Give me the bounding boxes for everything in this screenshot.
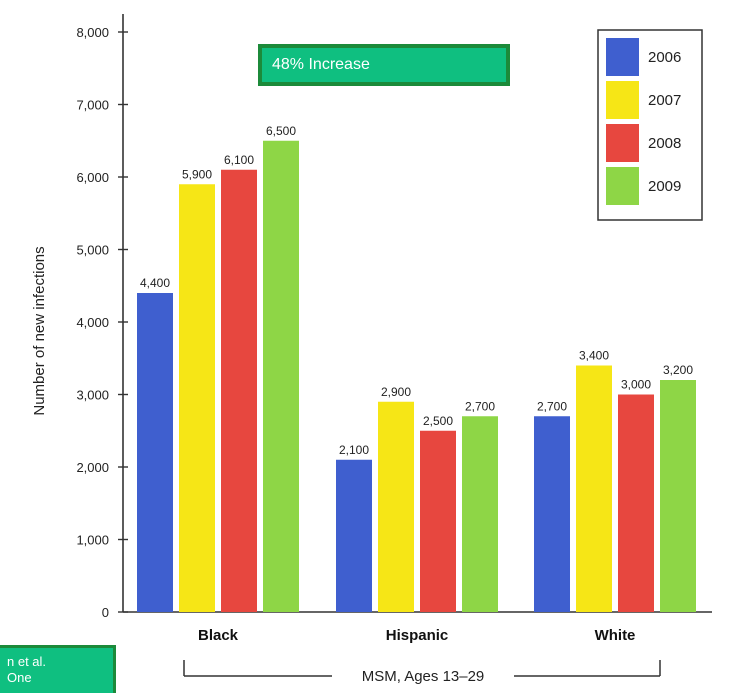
legend-label-2006: 2006 (648, 49, 681, 66)
y-tick-label: 1,000 (76, 533, 109, 548)
bar-white-2008 (618, 394, 654, 612)
x-category-label: White (595, 627, 636, 644)
bar-value-label: 3,400 (579, 349, 609, 363)
bar-black-2009 (263, 140, 299, 612)
bar-series (137, 140, 696, 612)
y-tick-label: 3,000 (76, 388, 109, 403)
bar-value-label: 2,700 (465, 399, 495, 413)
citation-annotation: n et al. One (0, 645, 116, 693)
bar-hispanic-2007 (378, 401, 414, 612)
y-tick-label: 5,000 (76, 243, 109, 258)
bar-value-label: 2,900 (381, 385, 411, 399)
bar-value-label: 6,500 (266, 124, 296, 138)
legend-label-2007: 2007 (648, 92, 681, 109)
increase-annotation-text: 48% Increase (272, 56, 370, 73)
y-tick-label: 4,000 (76, 315, 109, 330)
bar-white-2009 (660, 380, 696, 612)
y-tick-label: 7,000 (76, 98, 109, 113)
y-tick-label: 2,000 (76, 460, 109, 475)
y-tick-label: 8,000 (76, 25, 109, 40)
legend-swatch-2007 (606, 81, 639, 119)
bar-value-label: 2,700 (537, 399, 567, 413)
chart-axes: 0 1,000 2,000 3,000 4,000 5,000 6,000 7,000 8,00… (31, 14, 712, 644)
bar-hispanic-2009 (462, 416, 498, 612)
y-axis-title: Number of new infections (31, 246, 48, 415)
bar-value-label: 5,900 (182, 167, 212, 181)
citation-line-2: One (7, 670, 32, 685)
chart-legend: 2006 2007 2008 2009 (597, 29, 703, 221)
group-bracket: MSM, Ages 13–29 (183, 660, 661, 685)
bar-value-label: 4,400 (140, 276, 170, 290)
bar-value-label: 2,500 (423, 414, 453, 428)
bar-value-label: 6,100 (224, 153, 254, 167)
bar-white-2007 (576, 365, 612, 612)
y-tick-label: 6,000 (76, 170, 109, 185)
bar-hispanic-2008 (420, 430, 456, 612)
legend-label-2009: 2009 (648, 178, 681, 195)
bar-data-labels: 4,400 5,900 6,100 6,500 2,100 2,900 2,500 2,700… (140, 124, 693, 457)
increase-annotation: 48% Increase (258, 44, 510, 86)
bar-value-label: 3,000 (621, 378, 651, 392)
citation-line-1: n et al. (7, 654, 47, 669)
legend-swatch-2009 (606, 167, 639, 205)
legend-swatch-2008 (606, 124, 639, 162)
bar-white-2006 (534, 416, 570, 612)
y-tick-label: 0 (102, 605, 109, 620)
bar-hispanic-2006 (336, 459, 372, 612)
legend-swatch-2006 (606, 38, 639, 76)
bar-value-label: 3,200 (663, 363, 693, 377)
bar-value-label: 2,100 (339, 443, 369, 457)
bar-black-2007 (179, 184, 215, 612)
bar-black-2008 (221, 169, 257, 612)
x-category-label: Hispanic (386, 627, 449, 644)
legend-label-2008: 2008 (648, 135, 681, 152)
bar-black-2006 (137, 293, 173, 612)
bracket-label: MSM, Ages 13–29 (362, 668, 485, 685)
x-category-label: Black (198, 627, 239, 644)
